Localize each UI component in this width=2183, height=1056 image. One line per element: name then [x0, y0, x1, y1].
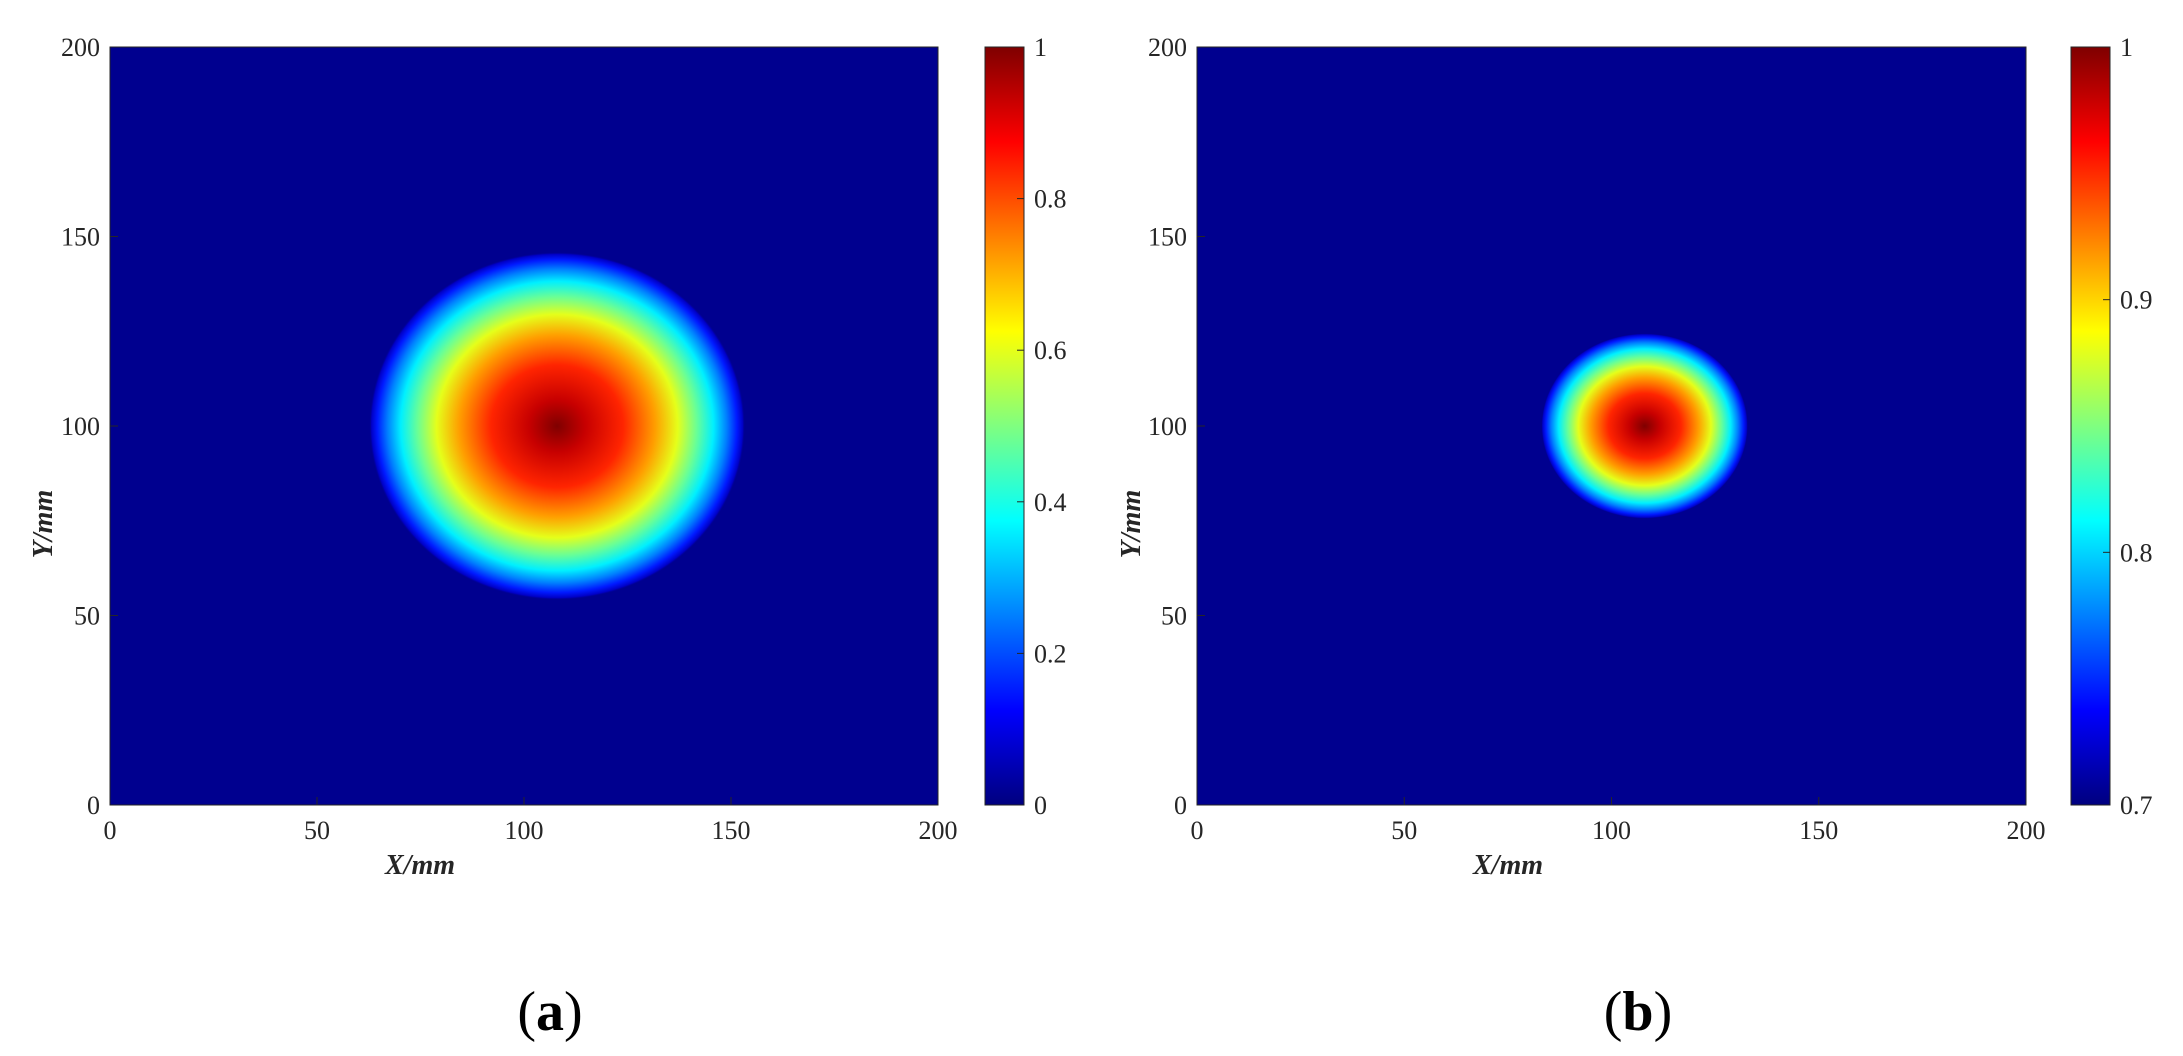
colorbar-gradient-b	[2070, 46, 2111, 806]
y-tick-label-b: 200	[1148, 33, 1187, 62]
colorbar-tick-label-a: 1	[1034, 33, 1047, 62]
colorbar-tick-label-b: 0.7	[2120, 791, 2153, 820]
panel-a: 0 0.2 0.4 0.6 0.8 1 0 50 100 150 200 0 50 100 150 200…	[28, 33, 1067, 1043]
x-tick-label-a: 50	[304, 816, 330, 845]
y-tick-label-b: 50	[1161, 602, 1187, 631]
x-axis-b: 0 50 100 150 200	[1191, 797, 2046, 845]
colorbar-tick-label-a: 0.6	[1034, 336, 1067, 365]
x-tick-label-a: 150	[712, 816, 751, 845]
heatmap-plot-a	[109, 46, 939, 806]
colorbar-tick-label-a: 0.4	[1034, 488, 1067, 517]
y-tick-label-a: 0	[87, 791, 100, 820]
x-tick-label-b: 100	[1592, 816, 1631, 845]
x-tick-label-b: 0	[1191, 816, 1204, 845]
x-tick-label-a: 0	[104, 816, 117, 845]
y-tick-label-a: 100	[61, 412, 100, 441]
x-tick-label-b: 200	[2007, 816, 2046, 845]
y-tick-label-a: 150	[61, 223, 100, 252]
y-axis-a: 0 50 100 150 200	[61, 33, 118, 820]
y-tick-label-a: 50	[74, 602, 100, 631]
y-tick-label-b: 150	[1148, 223, 1187, 252]
colorbar-tick-label-b: 1	[2120, 33, 2133, 62]
panel-b: 0.7 0.8 0.9 1 0 50 100 150 200 0 50 100 150 200 X/m…	[1116, 33, 2153, 1043]
panel-label-a: (a)	[517, 981, 582, 1043]
colorbar-tick-label-b: 0.8	[2120, 538, 2153, 567]
colorbar-gradient-a	[984, 46, 1025, 806]
heatmap-peak-a	[368, 251, 746, 601]
heatmap-plot-b	[1196, 46, 2027, 806]
panel-label-b: (b)	[1604, 981, 1672, 1043]
colorbar-tick-label-a: 0	[1034, 791, 1047, 820]
x-axis-title-b: X/mm	[1472, 850, 1543, 881]
y-axis-b: 0 50 100 150 200	[1148, 33, 1205, 820]
colorbar-tick-label-a: 0.8	[1034, 185, 1067, 214]
colorbar-tick-label-a: 0.2	[1034, 639, 1067, 668]
x-tick-label-b: 50	[1391, 816, 1417, 845]
colorbar-tick-label-b: 0.9	[2120, 286, 2153, 315]
heatmap-peak-b	[1541, 333, 1749, 519]
y-axis-title-a: Y/mm	[28, 490, 59, 558]
x-tick-label-a: 200	[919, 816, 958, 845]
colorbar-a: 0 0.2 0.4 0.6 0.8 1	[984, 33, 1067, 820]
x-tick-label-b: 150	[1799, 816, 1838, 845]
y-tick-label-b: 100	[1148, 412, 1187, 441]
x-axis-a: 0 50 100 150 200	[104, 797, 958, 845]
y-tick-label-a: 200	[61, 33, 100, 62]
y-axis-title-b: Y/mm	[1116, 490, 1147, 558]
x-axis-title-a: X/mm	[384, 850, 455, 881]
colorbar-b: 0.7 0.8 0.9 1	[2070, 33, 2153, 820]
x-tick-label-a: 100	[505, 816, 544, 845]
y-tick-label-b: 0	[1174, 791, 1187, 820]
